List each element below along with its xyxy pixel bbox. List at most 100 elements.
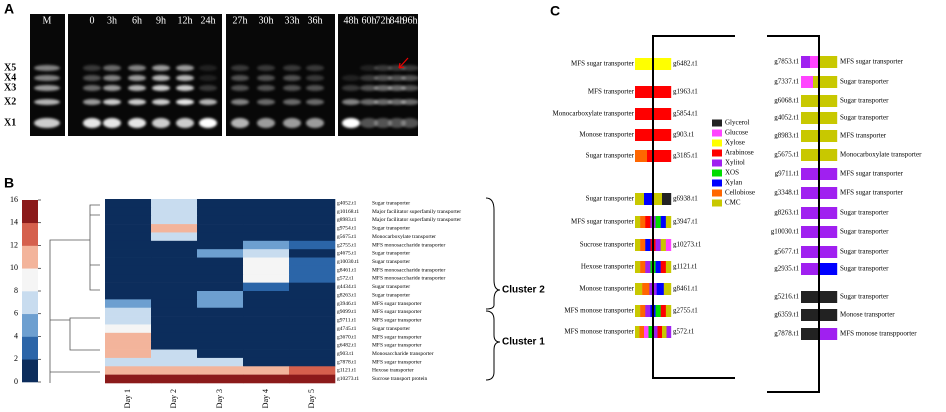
legend-label: Cellobiose [725, 189, 755, 197]
heat-cell [151, 332, 198, 342]
gene-segment [665, 305, 672, 317]
gene-name: Sugar transporter [840, 114, 889, 122]
lane-label: 60h [362, 15, 377, 26]
heat-cell [289, 282, 336, 292]
gene-segment [635, 326, 640, 338]
gene-id: g10273.t1 [673, 241, 702, 249]
colorbar-block [22, 336, 38, 360]
gene-id: g5675.t1 [337, 234, 357, 240]
heat-cell [243, 357, 290, 367]
gel-box [30, 14, 65, 136]
lane-label: 48h [344, 15, 359, 26]
heat-cell [289, 291, 336, 300]
gene-segment [639, 326, 645, 338]
colorbar-tick-label: 4 [14, 331, 18, 340]
gene-segment [819, 263, 838, 275]
x-tick-label: Day 3 [215, 389, 224, 408]
heat-cell [151, 282, 198, 292]
heat-cell [151, 357, 198, 367]
gene-name: Monose transporter [840, 311, 895, 319]
heat-cell [105, 341, 152, 350]
legend-label: Glucose [725, 129, 748, 137]
gene-name: MFS sugar transporter [840, 189, 904, 197]
gene-segment [655, 305, 661, 317]
heat-cell [105, 282, 152, 292]
heat-cell [197, 215, 244, 225]
heat-cell [105, 249, 152, 258]
gene-name: MFS transporter [588, 88, 635, 96]
heat-cell [151, 291, 198, 300]
gene-segment [801, 56, 811, 68]
gel-band [103, 85, 121, 91]
gene-id: g572.t1 [337, 276, 354, 282]
colorbar-block [22, 291, 38, 315]
heat-cell [197, 316, 244, 325]
heat-cell [105, 232, 152, 242]
gene-segment [663, 283, 672, 295]
legend-swatch [712, 139, 722, 147]
heat-cell [197, 332, 244, 342]
gene-diagram: Glycerol Glucose Xylose Arabinose Xylitol XOS… [553, 56, 922, 340]
legend-label: Arabinose [725, 149, 754, 157]
gel-box [338, 14, 418, 136]
gene-description: Sugar transporter [372, 200, 410, 206]
lane-label: 30h [259, 15, 274, 26]
gene-description: Hexose transporter [372, 368, 414, 374]
heat-cell [243, 299, 290, 309]
heat-cell [243, 274, 290, 283]
heat-cell [105, 291, 152, 300]
heat-cell [197, 324, 244, 334]
gene-segment [640, 216, 646, 228]
legend-swatch [712, 189, 722, 197]
heat-cell [197, 232, 244, 242]
gene-id: g9711.t1 [775, 170, 800, 178]
gene-id: g5854.t1 [673, 110, 698, 118]
gel-band [283, 65, 301, 71]
heat-cell [197, 307, 244, 317]
gene-segment [819, 56, 829, 68]
gene-name: Sugar transporter [840, 293, 889, 301]
colorbar-block [22, 222, 38, 246]
colorbar-block [22, 200, 38, 224]
gene-segment [655, 261, 661, 273]
gel-band [283, 75, 301, 81]
gene-segment [810, 56, 820, 68]
legend-label: CMC [725, 199, 741, 207]
gene-name: MFS monose transporter [564, 307, 634, 315]
gel-band [388, 85, 406, 91]
gene-description: Major facilitator superfamily transporte… [372, 208, 461, 215]
gel-band [360, 75, 378, 81]
heat-cell [289, 257, 336, 267]
gel-band [283, 118, 301, 128]
heat-cell [243, 224, 290, 233]
heat-cell [105, 299, 152, 309]
gene-id: g7878.t1 [337, 359, 357, 365]
gene-id: g3348.t1 [774, 189, 799, 197]
gene-id: g8461.t1 [673, 285, 698, 293]
gene-segment [640, 305, 646, 317]
x-tick-label: Day 1 [123, 389, 132, 408]
panel-label: C [550, 3, 560, 19]
heat-cell [289, 274, 336, 283]
gel-band [152, 75, 170, 81]
gel-band [257, 85, 275, 91]
gel-band [128, 99, 146, 105]
heat-cell [289, 240, 336, 250]
heat-cell [151, 240, 198, 250]
heat-cell [289, 324, 336, 334]
gene-id: g8983.t1 [774, 132, 799, 140]
heat-cell [151, 316, 198, 325]
gene-name: Sugar transporter [586, 152, 635, 160]
gene-id: g9711.t1 [337, 318, 356, 324]
colorbar-block [22, 313, 38, 337]
gel-band [231, 118, 249, 128]
gene-name: MFS sugar transporter [840, 170, 904, 178]
lane-label: 84h [390, 15, 405, 26]
heat-cell [151, 274, 198, 283]
gene-id: g3185.t1 [673, 152, 698, 160]
gene-id: g8983.t1 [337, 217, 357, 223]
legend-swatch [712, 169, 722, 177]
gene-name: MFS monose transppoorter [840, 330, 917, 338]
gene-segment [828, 56, 838, 68]
heat-cell [197, 199, 244, 208]
